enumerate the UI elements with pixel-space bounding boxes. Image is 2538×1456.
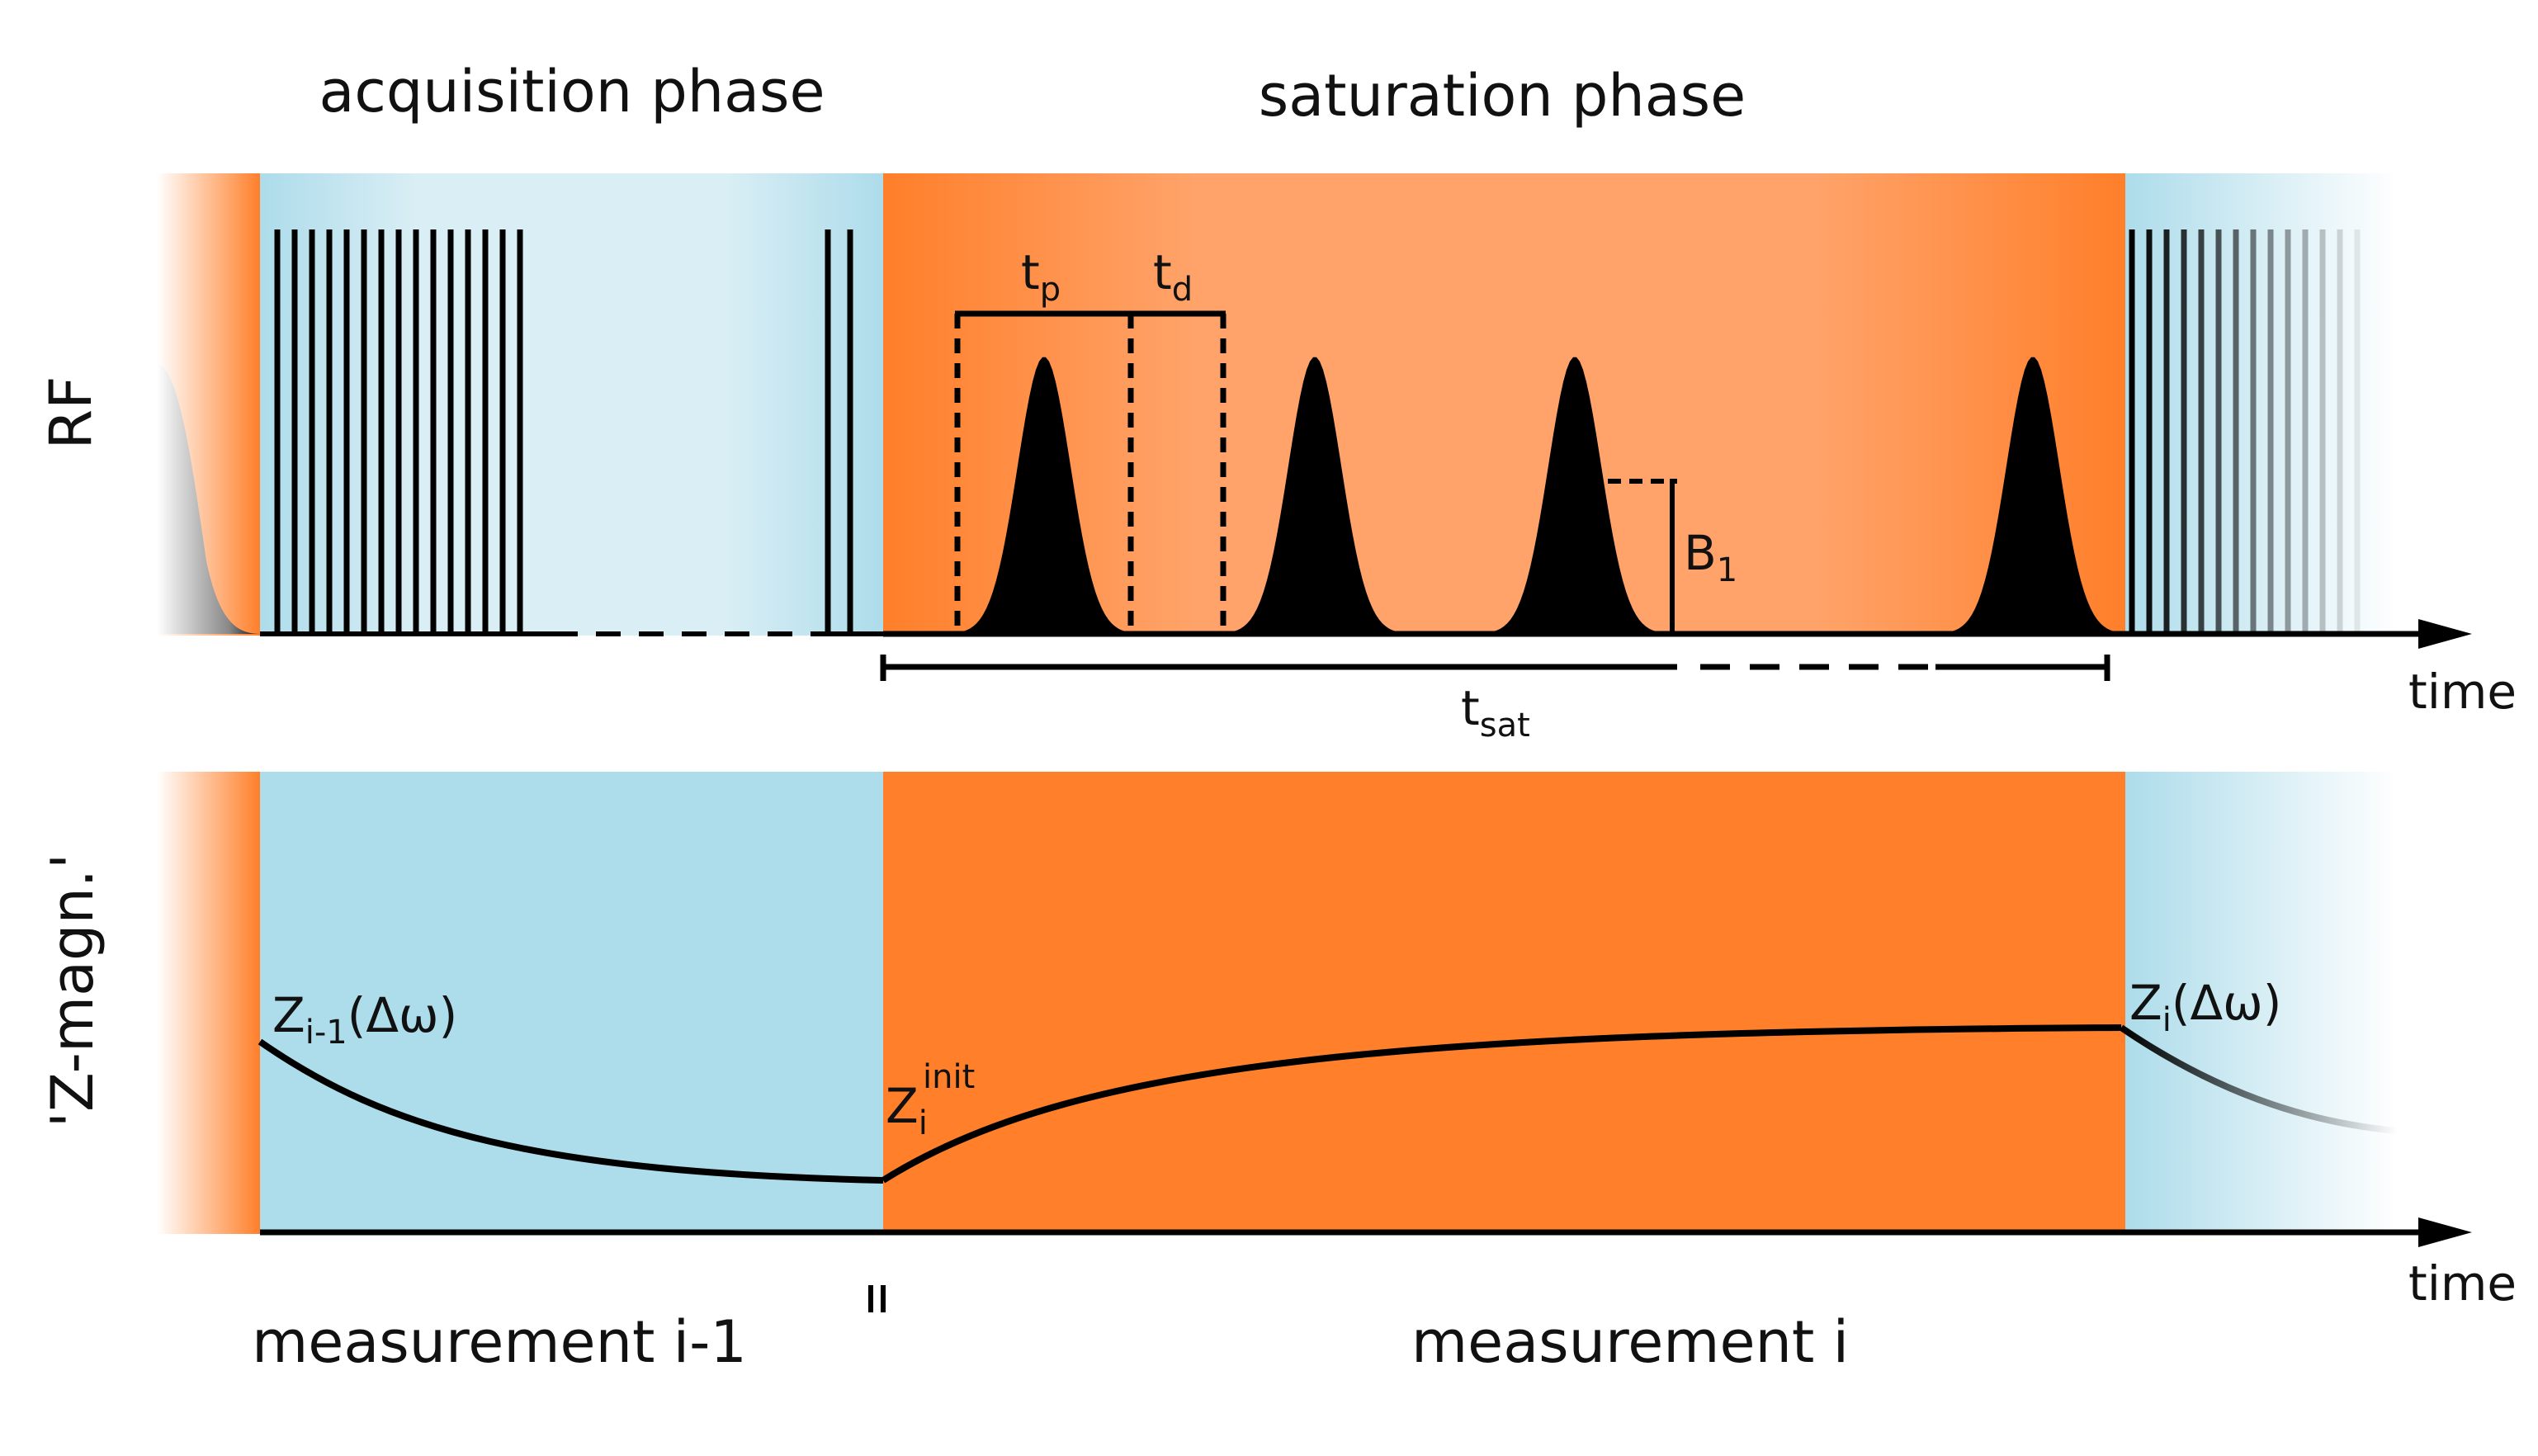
saturation-region-fade-in-lower: [157, 772, 260, 1234]
rf-panel-background: [157, 173, 2398, 636]
time-axis-bottom-arrowhead: [2418, 1217, 2472, 1247]
gaussian-saturation-pulse: [1942, 357, 2124, 634]
z-curve-saturation-recovery: [881, 1024, 2122, 1184]
gaussian-saturation-pulse: [1224, 357, 1406, 634]
rf-previous-pulse-tail: [157, 363, 260, 634]
gaussian-saturation-pulse: [1484, 357, 1666, 634]
z-magn-axis-label: 'Z-magn.': [39, 853, 106, 1128]
tsat-bracket: [880, 655, 2110, 681]
saturation-pulse-train: [953, 357, 2124, 634]
readout-pulse-train-previous: [274, 229, 853, 634]
rf-axis-label: RF: [37, 376, 105, 450]
acquisition-region-previous: [260, 173, 883, 636]
measurement-previous-label: measurement i-1: [252, 1308, 747, 1376]
tsat-label: tsat: [1461, 680, 1530, 745]
readout-pulse-train-next: [2129, 229, 2361, 634]
z-curve-next-decay: [2119, 1024, 2399, 1134]
acquisition-region-next-lower: [2125, 772, 2398, 1234]
time-axis-top-arrowhead: [2418, 619, 2472, 649]
z-panel-background: [157, 772, 2398, 1234]
tp-label: tp: [1021, 244, 1061, 309]
z-magnetization-curve: [157, 1024, 2399, 1184]
b1-amplitude-marker: [1608, 479, 1677, 634]
z-curve-acquisition-decay: [258, 1038, 884, 1184]
measurement-current-label: measurement i: [1411, 1308, 1849, 1376]
saturation-region-lower: [883, 772, 2125, 1234]
measurement-brackets: [157, 1285, 2398, 1312]
z-init-superscript: init: [923, 1058, 975, 1096]
saturation-region: [883, 173, 2125, 636]
td-label: td: [1153, 244, 1193, 309]
z-previous-label: Zi-1(Δω): [272, 987, 457, 1052]
time-axis-bottom-label: time: [2408, 1255, 2517, 1312]
time-axis-top-label: time: [2408, 664, 2517, 720]
saturation-phase-title: saturation phase: [1259, 62, 1746, 130]
time-axis-top: [883, 619, 2472, 649]
z-current-label: Zi(Δω): [2129, 975, 2281, 1039]
acquisition-region-next: [2125, 173, 2398, 636]
time-axis-bottom: [157, 1217, 2472, 1247]
acquisition-phase-title: acquisition phase: [319, 58, 825, 125]
z-init-label: Zi: [886, 1078, 928, 1142]
gaussian-saturation-pulse: [953, 357, 1135, 634]
pulse-timing-markers: [954, 310, 1226, 634]
b1-label: B1: [1684, 525, 1737, 589]
